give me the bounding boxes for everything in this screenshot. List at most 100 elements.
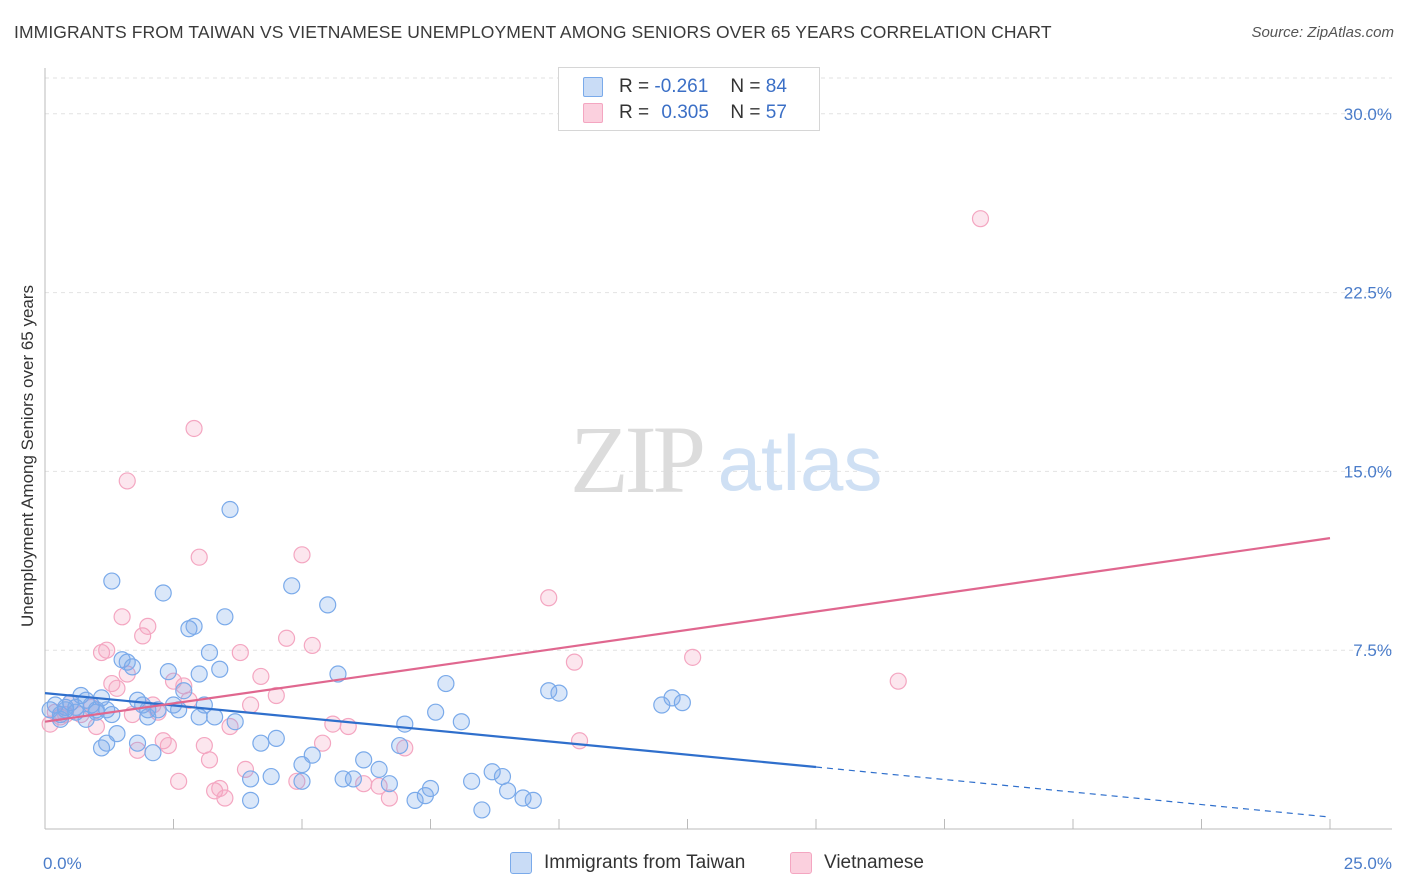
legend-label-vietnamese: Vietnamese <box>824 852 924 873</box>
chart-source: Source: ZipAtlas.com <box>1251 24 1394 41</box>
data-point <box>421 779 440 798</box>
data-point <box>252 734 270 752</box>
data-point <box>185 617 203 635</box>
data-point <box>159 736 177 755</box>
series-vietnamese <box>41 210 990 807</box>
data-point <box>128 734 147 752</box>
data-point <box>190 708 208 726</box>
data-point <box>324 715 342 733</box>
y-tick-label: 22.5% <box>1344 284 1392 303</box>
data-point <box>288 772 306 790</box>
data-point <box>406 791 424 809</box>
data-point <box>190 548 208 566</box>
data-point <box>267 686 285 705</box>
data-point <box>113 608 131 626</box>
data-point <box>663 689 681 707</box>
data-point <box>206 708 224 726</box>
data-point <box>319 596 337 614</box>
legend-row-vietnamese: R = 0.305 N = 57 <box>583 101 787 125</box>
data-point <box>118 653 136 671</box>
data-point <box>144 744 162 762</box>
data-point <box>175 682 193 700</box>
legend-r-value-vietnamese: 0.305 <box>661 102 709 123</box>
data-point <box>216 608 234 626</box>
data-point <box>154 584 172 602</box>
data-point <box>98 734 116 752</box>
trend-line-taiwan-extrapolated <box>815 766 1331 818</box>
data-point <box>313 734 332 752</box>
data-point <box>540 682 558 700</box>
data-point <box>139 617 157 635</box>
data-point <box>380 789 398 807</box>
data-point <box>437 674 455 693</box>
trend-lines <box>44 537 1331 818</box>
data-point <box>370 777 388 795</box>
data-point <box>283 577 301 595</box>
data-point <box>493 767 512 786</box>
grid-lines <box>45 77 1392 651</box>
data-point <box>98 641 116 659</box>
watermark: ZIP atlas <box>570 406 882 513</box>
trend-line-taiwan <box>44 692 817 769</box>
legend-n-label: N = <box>730 76 761 97</box>
data-point <box>550 684 568 702</box>
trend-line-vietnamese <box>44 537 1331 723</box>
data-point <box>524 791 542 809</box>
data-point <box>123 658 141 676</box>
data-point <box>185 419 203 438</box>
data-point <box>262 767 280 786</box>
data-point <box>242 696 260 714</box>
legend-item-taiwan[interactable]: Immigrants from Taiwan <box>510 852 745 874</box>
legend-item-vietnamese[interactable]: Vietnamese <box>790 852 924 874</box>
data-point <box>200 751 219 769</box>
data-point <box>154 732 172 750</box>
data-point <box>473 801 491 819</box>
legend-r-value-taiwan: -0.261 <box>654 76 709 97</box>
data-point <box>231 643 249 662</box>
data-point <box>190 665 208 683</box>
watermark-zip: ZIP <box>570 406 703 513</box>
data-point <box>396 715 414 733</box>
data-point <box>216 789 234 807</box>
data-point <box>267 729 285 748</box>
data-point <box>303 636 321 655</box>
data-point <box>221 717 239 736</box>
tick-labels: 7.5% 15.0% 22.5% 30.0% 0.0% 25.0% <box>43 105 1392 873</box>
data-point <box>570 732 589 750</box>
watermark-atlas: atlas <box>718 419 883 507</box>
data-point <box>370 760 388 778</box>
data-point <box>344 770 362 788</box>
data-point <box>889 672 907 690</box>
data-point <box>971 210 990 228</box>
data-point <box>134 627 152 645</box>
data-point <box>159 663 177 681</box>
data-point <box>200 643 219 662</box>
data-point <box>170 772 188 790</box>
legend-n-value-vietnamese: 57 <box>765 102 787 123</box>
data-point <box>427 703 445 721</box>
x-tick-label: 0.0% <box>43 854 82 873</box>
data-point <box>103 674 121 693</box>
data-point <box>195 736 213 755</box>
data-point <box>463 772 481 790</box>
y-tick-label: 7.5% <box>1353 641 1392 660</box>
data-point <box>329 665 347 683</box>
correlation-legend: R = -0.261 N = 84 R = 0.305 N = 57 <box>558 67 820 131</box>
data-point <box>673 694 691 712</box>
data-point <box>293 772 311 790</box>
data-point <box>236 760 255 778</box>
legend-swatch-vietnamese <box>790 852 812 874</box>
data-point <box>118 472 136 490</box>
data-point <box>103 572 121 590</box>
legend-n-label: N = <box>730 102 761 123</box>
legend-r-label: R = <box>619 76 650 97</box>
data-point <box>242 791 260 809</box>
data-point <box>565 653 584 671</box>
legend-swatch-taiwan <box>583 77 603 97</box>
data-point <box>103 705 121 724</box>
legend-swatch-vietnamese <box>583 103 603 123</box>
axes <box>44 68 1392 830</box>
data-point <box>380 775 398 793</box>
data-point <box>514 789 532 807</box>
